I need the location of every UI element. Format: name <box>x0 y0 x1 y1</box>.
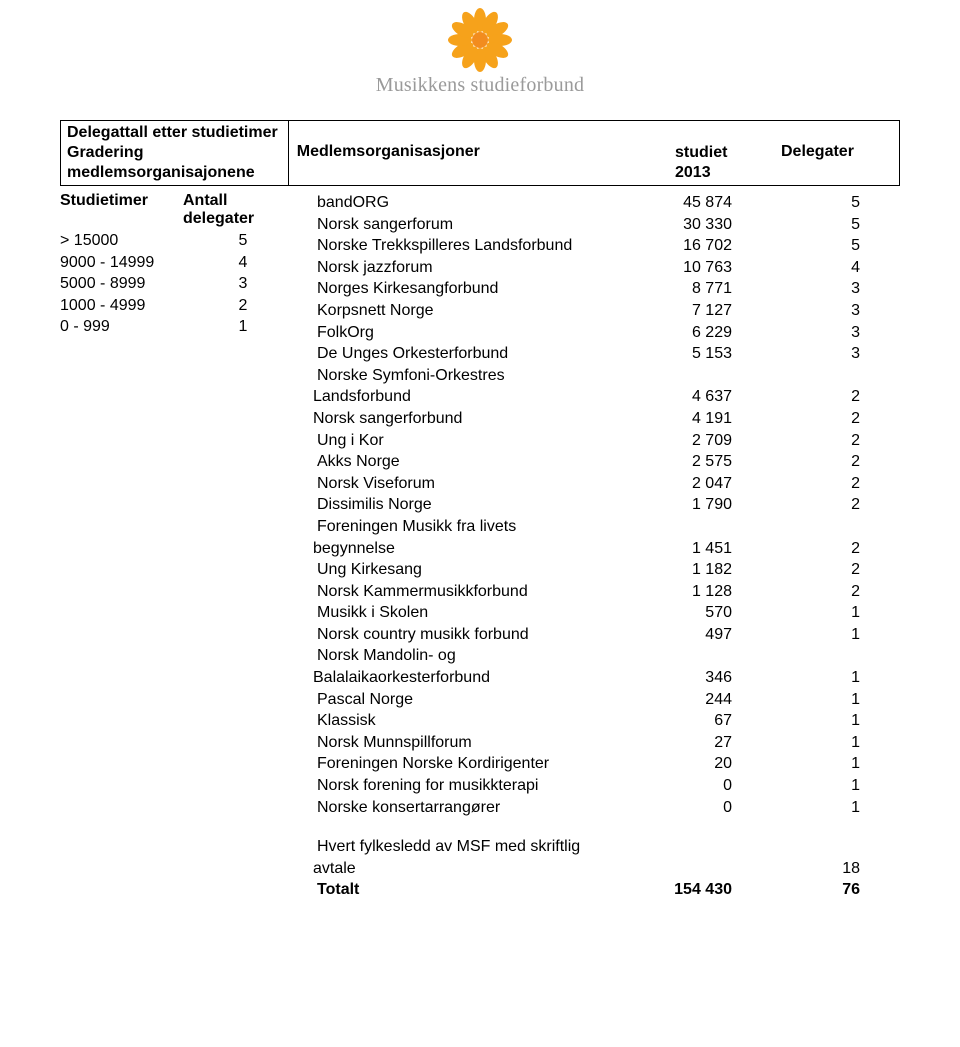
left-h1: Studietimer <box>60 192 183 228</box>
table-row: Korpsnett Norge7 1273 <box>313 300 900 322</box>
table-row: bandORG45 8745 <box>313 192 900 214</box>
data-rows: bandORG45 8745Norsk sangerforum30 3305No… <box>313 192 900 818</box>
table-row: Norsk jazzforum10 7634 <box>313 257 900 279</box>
table-row: Norske Symfoni-Orkestres <box>313 365 900 387</box>
table-row: Balalaikaorkesterforbund3461 <box>313 667 900 689</box>
table-row: Norsk sangerforum30 3305 <box>313 214 900 236</box>
box-left-line2a: Gradering <box>67 143 278 163</box>
body-columns: Studietimer Antall delegater > 150005900… <box>60 192 900 901</box>
table-row: Pascal Norge2441 <box>313 689 900 711</box>
left-table-row: 9000 - 149994 <box>60 252 303 274</box>
footer-total: Totalt 154 430 76 <box>313 879 900 901</box>
table-row: Akks Norge2 5752 <box>313 451 900 473</box>
table-row: Klassisk671 <box>313 710 900 732</box>
table-row: Norsk forening for musikkterapi01 <box>313 775 900 797</box>
left-table-rows: > 1500059000 - 1499945000 - 899931000 - … <box>60 230 303 338</box>
document-page: Musikkens studieforbund Delegattall ette… <box>0 0 960 941</box>
left-table: Studietimer Antall delegater > 150005900… <box>60 192 313 901</box>
table-row: Ung i Kor2 7092 <box>313 430 900 452</box>
table-row: Foreningen Norske Kordirigenter201 <box>313 753 900 775</box>
table-row: Norsk Kammermusikkforbund1 1282 <box>313 581 900 603</box>
box-left-line2b: medlemsorganisajonene <box>67 163 278 183</box>
table-row: Norske Trekkspilleres Landsforbund16 702… <box>313 235 900 257</box>
col-header-org: Medlemsorganisasjoner <box>289 121 667 185</box>
table-row: Foreningen Musikk fra livets <box>313 516 900 538</box>
footer-line2: avtale 18 <box>313 858 900 880</box>
table-row: Norsk Viseforum2 0472 <box>313 473 900 495</box>
table-row: Landsforbund4 6372 <box>313 386 900 408</box>
table-row: FolkOrg6 2293 <box>313 322 900 344</box>
flower-icon <box>448 8 512 72</box>
table-row: Dissimilis Norge1 7902 <box>313 494 900 516</box>
col-header-studiet: studiet 2013 <box>667 121 773 185</box>
table-row: Musikk i Skolen5701 <box>313 602 900 624</box>
table-row: Norsk Munnspillforum271 <box>313 732 900 754</box>
left-h2: Antall delegater <box>183 192 303 228</box>
table-row: Norsk country musikk forbund4971 <box>313 624 900 646</box>
footer-line1: Hvert fylkesledd av MSF med skriftlig <box>313 836 900 858</box>
header-row: Delegattall etter studietimer Gradering … <box>60 120 900 186</box>
logo-block: Musikkens studieforbund <box>330 8 630 97</box>
right-table: bandORG45 8745Norsk sangerforum30 3305No… <box>313 192 900 901</box>
header-left-box: Delegattall etter studietimer Gradering … <box>60 120 289 186</box>
left-table-header: Studietimer Antall delegater <box>60 192 303 228</box>
table-row: Norske konsertarrangører01 <box>313 797 900 819</box>
left-table-row: > 150005 <box>60 230 303 252</box>
left-table-row: 1000 - 49992 <box>60 295 303 317</box>
table-row: Ung Kirkesang1 1822 <box>313 559 900 581</box>
table-row: Norsk Mandolin- og <box>313 645 900 667</box>
header-right-box: Medlemsorganisasjoner studiet 2013 Deleg… <box>289 120 900 186</box>
left-table-row: 5000 - 89993 <box>60 273 303 295</box>
table-row: De Unges Orkesterforbund5 1533 <box>313 343 900 365</box>
box-left-line1: Delegattall etter studietimer <box>67 123 278 143</box>
col-header-delegater: Delegater <box>773 121 899 185</box>
left-table-row: 0 - 9991 <box>60 316 303 338</box>
table-row: Norges Kirkesangforbund8 7713 <box>313 278 900 300</box>
footer-block: Hvert fylkesledd av MSF med skriftlig av… <box>313 836 900 901</box>
brand-text: Musikkens studieforbund <box>330 74 630 97</box>
table-row: begynnelse1 4512 <box>313 538 900 560</box>
table-row: Norsk sangerforbund4 1912 <box>313 408 900 430</box>
